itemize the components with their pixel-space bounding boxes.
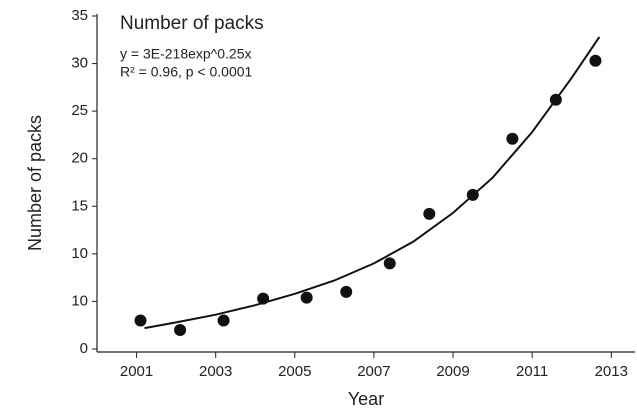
x-tick-label: 2009 <box>436 363 469 380</box>
y-tick-label: 15 <box>71 197 88 214</box>
y-axis-label: Number of packs <box>25 115 45 251</box>
y-tick-label: 10 <box>71 245 88 262</box>
chart-title: Number of packs <box>120 13 264 34</box>
x-tick-label: 2013 <box>595 363 628 380</box>
y-tick-label: 20 <box>71 150 88 167</box>
x-tick-label: 2007 <box>357 363 390 380</box>
point <box>549 93 562 106</box>
x-tick-label: 2005 <box>278 363 311 380</box>
point <box>383 257 396 270</box>
y-tick-label: 30 <box>71 55 88 72</box>
x-tick-label: 2011 <box>516 363 548 380</box>
fit-curve <box>144 36 601 330</box>
y-tick-label: 10 <box>71 292 88 309</box>
x-tick-label: 2003 <box>199 363 232 380</box>
x-axis-label: Year <box>348 389 384 409</box>
point <box>257 292 270 305</box>
point <box>300 291 313 304</box>
point <box>174 323 187 336</box>
point <box>217 314 230 327</box>
annotation: y = 3E-218exp^0.25x <box>120 46 252 62</box>
annotation: R² = 0.96, p < 0.0001 <box>120 64 253 80</box>
point <box>134 314 147 327</box>
y-tick-label: 35 <box>71 7 88 24</box>
point <box>506 132 519 145</box>
y-tick-label: 0 <box>80 340 88 357</box>
x-tick-label: 2001 <box>120 363 153 380</box>
point <box>466 188 479 201</box>
point <box>423 207 436 220</box>
point <box>340 285 353 298</box>
y-tick-label: 25 <box>71 102 88 119</box>
point <box>589 54 602 67</box>
